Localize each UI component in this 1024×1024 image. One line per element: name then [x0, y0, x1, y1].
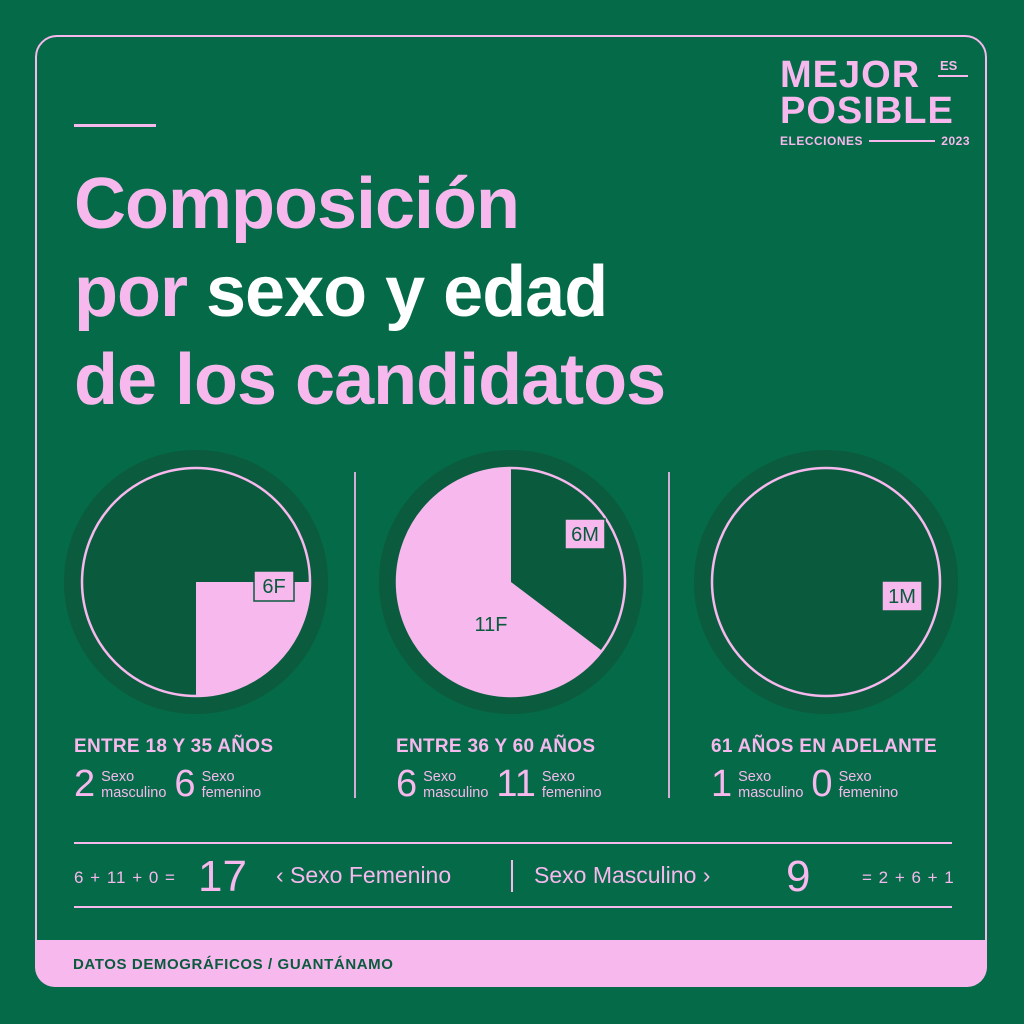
age-group-counts: 2 Sexo masculino 6 Sexo femenino: [74, 764, 273, 804]
title-line1: Composición: [74, 164, 520, 244]
pie-outline: [395, 466, 627, 698]
pie-slice: [196, 582, 310, 696]
female-total: 17: [198, 852, 247, 901]
male-total-label: Sexo Masculino ›: [534, 862, 711, 888]
logo-subtitle: ELECCIONES 2023: [780, 134, 970, 148]
column-divider: [354, 472, 356, 798]
title-line2: por sexo y edad: [74, 248, 665, 336]
pie-svg-61-plus: 1M: [694, 450, 958, 714]
pie-chart-36-60: 6M 11F: [379, 450, 643, 714]
female-count: 0: [811, 763, 833, 805]
logo-sub-rule: [869, 140, 936, 142]
pie-slice: [712, 468, 940, 696]
logo-es: ES: [940, 58, 958, 73]
age-group-counts: 1 Sexo masculino 0 Sexo femenino: [711, 764, 937, 804]
title-accent-rule: [74, 124, 156, 127]
footer-text: DATOS DEMOGRÁFICOS / GUANTÁNAMO: [73, 956, 394, 973]
female-label: Sexo femenino: [838, 769, 899, 801]
totals-bottom-rule: [74, 906, 952, 908]
age-group-title: 61 AÑOS EN ADELANTE: [711, 736, 937, 757]
mejor-es-posible-logo: MEJOR ES POSIBLE ELECCIONES 2023: [780, 56, 970, 152]
pie-label-box: [253, 570, 295, 602]
totals-bar: 6 + 11 + 0 = 17 ‹ Sexo Femenino Sexo Mas…: [74, 846, 955, 906]
page-title: Composición por sexo y edad de los candi…: [74, 160, 666, 424]
female-count: 6: [174, 763, 196, 805]
male-sum-expression: = 2 + 6 + 1: [862, 868, 955, 887]
female-total-label: ‹ Sexo Femenino: [276, 862, 452, 888]
pie-label-box: [881, 580, 923, 612]
pie-slice: [82, 468, 310, 696]
age-group-61-plus: 61 AÑOS EN ADELANTE 1 Sexo masculino 0 Se…: [711, 736, 937, 804]
logo-line1: MEJOR: [780, 54, 921, 96]
pie-slice-label: 6M: [571, 524, 599, 546]
female-label: Sexo femenino: [541, 769, 602, 801]
pie-slice-label: 2M: [112, 572, 140, 594]
female-sum-expression: 6 + 11 + 0 =: [74, 868, 176, 887]
male-label: Sexo masculino: [423, 769, 489, 801]
female-count: 11: [496, 763, 536, 805]
footer-band: DATOS DEMOGRÁFICOS / GUANTÁNAMO: [35, 940, 987, 987]
pie-slice-label: 6F: [262, 576, 285, 598]
column-divider: [668, 472, 670, 798]
male-count: 1: [711, 763, 733, 805]
pie-slice: [511, 468, 625, 651]
female-label: Sexo femenino: [201, 769, 262, 801]
male-total: 9: [786, 852, 811, 901]
pie-svg-36-60: 6M 11F: [379, 450, 643, 714]
pie-slice: [396, 468, 602, 696]
pie-label-box: [564, 518, 606, 550]
title-line3: de los candidatos: [74, 340, 666, 420]
totals-divider: [511, 860, 513, 892]
age-group-title: ENTRE 36 Y 60 AÑOS: [396, 736, 596, 757]
logo-es-rule: [938, 75, 968, 77]
male-count: 6: [396, 763, 418, 805]
age-group-counts: 6 Sexo masculino 11 Sexo femenino: [396, 764, 610, 804]
age-group-18-35: ENTRE 18 Y 35 AÑOS 2 Sexo masculino 6 Sex…: [74, 736, 273, 804]
totals-top-rule: [74, 842, 952, 844]
pie-svg-18-35: 2M 6F: [64, 450, 328, 714]
pie-outline: [80, 466, 312, 698]
pie-outline: [710, 466, 942, 698]
logo-sub-left: ELECCIONES: [780, 134, 864, 148]
title-line2-a: por: [74, 252, 206, 332]
pie-slice-label: 11F: [475, 614, 508, 636]
age-group-title: ENTRE 18 Y 35 AÑOS: [74, 736, 274, 757]
pie-chart-18-35: 2M 6F: [64, 450, 328, 714]
logo-sub-right: 2023: [941, 134, 970, 148]
male-label: Sexo masculino: [738, 769, 804, 801]
logo-line2: POSIBLE: [780, 90, 954, 132]
male-count: 2: [74, 763, 96, 805]
pie-slice-label: 1M: [888, 586, 916, 608]
age-group-36-60: ENTRE 36 Y 60 AÑOS 6 Sexo masculino 11 Se…: [396, 736, 610, 804]
title-line2-b: sexo y edad: [205, 252, 608, 332]
pie-chart-61-plus: 1M: [694, 450, 958, 714]
male-label: Sexo masculino: [101, 769, 167, 801]
